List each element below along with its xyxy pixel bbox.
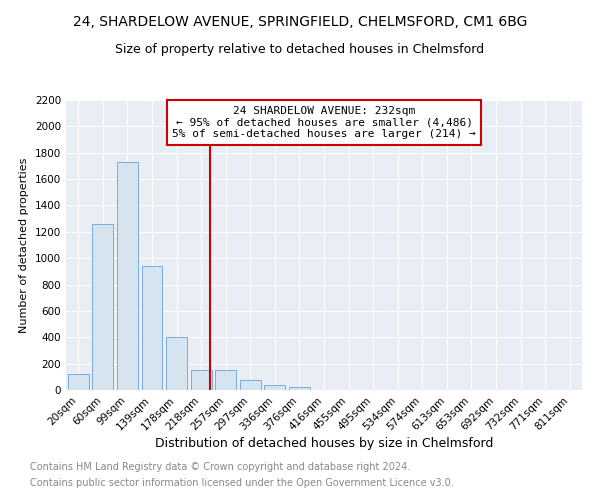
Bar [142, 266, 163, 390]
Bar [166, 338, 187, 390]
Bar [240, 380, 261, 390]
Text: Contains public sector information licensed under the Open Government Licence v3: Contains public sector information licen… [30, 478, 454, 488]
Bar [289, 388, 310, 390]
Bar [117, 162, 138, 390]
Text: Contains HM Land Registry data © Crown copyright and database right 2024.: Contains HM Land Registry data © Crown c… [30, 462, 410, 472]
X-axis label: Distribution of detached houses by size in Chelmsford: Distribution of detached houses by size … [155, 438, 493, 450]
Text: Size of property relative to detached houses in Chelmsford: Size of property relative to detached ho… [115, 42, 485, 56]
Bar [68, 374, 89, 390]
Bar [215, 370, 236, 390]
Y-axis label: Number of detached properties: Number of detached properties [19, 158, 29, 332]
Bar [92, 224, 113, 390]
Text: 24, SHARDELOW AVENUE, SPRINGFIELD, CHELMSFORD, CM1 6BG: 24, SHARDELOW AVENUE, SPRINGFIELD, CHELM… [73, 15, 527, 29]
Bar [191, 370, 212, 390]
Text: 24 SHARDELOW AVENUE: 232sqm
← 95% of detached houses are smaller (4,486)
5% of s: 24 SHARDELOW AVENUE: 232sqm ← 95% of det… [172, 106, 476, 139]
Bar [265, 384, 286, 390]
